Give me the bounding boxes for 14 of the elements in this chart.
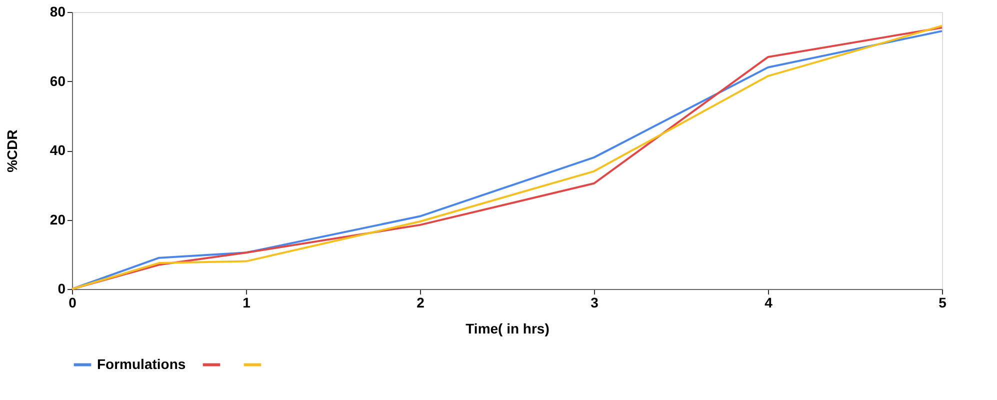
x-tick-label: 3 bbox=[590, 294, 599, 310]
y-tick-label: 60 bbox=[50, 72, 66, 89]
legend-label: Formulations bbox=[97, 356, 186, 372]
x-tick-label: 5 bbox=[938, 294, 947, 310]
x-tick-label: 1 bbox=[242, 294, 251, 310]
y-axis-title: %CDR bbox=[4, 130, 20, 172]
y-tick-label: 40 bbox=[50, 142, 66, 158]
y-tick-label: 80 bbox=[50, 4, 66, 20]
x-tick-label: 4 bbox=[764, 294, 773, 310]
y-tick-label: 20 bbox=[50, 211, 66, 228]
y-tick-label: 0 bbox=[58, 280, 66, 296]
x-tick-label: 2 bbox=[416, 294, 425, 310]
x-tick-label: 0 bbox=[68, 294, 77, 310]
x-axis-title: Time( in hrs) bbox=[466, 320, 550, 336]
